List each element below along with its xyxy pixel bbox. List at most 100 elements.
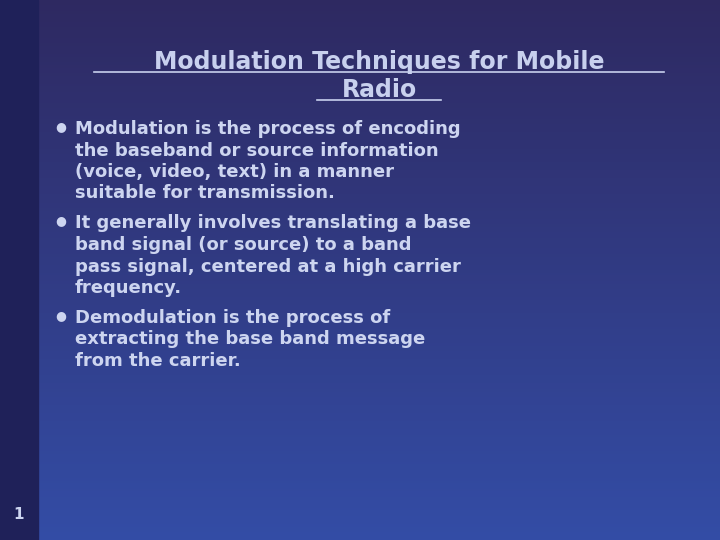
Bar [0,481,720,483]
Bar [0,84,720,86]
Bar [0,305,720,308]
Bar [0,230,720,232]
Bar [0,451,720,454]
Bar [0,400,720,402]
Bar [0,103,720,105]
Bar [0,267,720,270]
Bar [0,197,720,200]
Bar [0,289,720,292]
Bar [0,413,720,416]
Bar [0,49,720,51]
Bar [0,70,720,73]
Bar [0,356,720,359]
Bar [0,184,720,186]
Text: ●: ● [55,214,66,227]
Bar [0,248,720,251]
Bar [0,500,720,502]
Bar [0,321,720,324]
Bar [0,508,720,510]
Bar [0,332,720,335]
Bar [0,340,720,343]
Bar [0,421,720,424]
Bar [0,132,720,135]
Bar [0,219,720,221]
Bar [0,122,720,124]
Bar [0,537,720,540]
Text: ●: ● [55,309,66,322]
Bar [0,297,720,300]
Bar [0,494,720,497]
Bar [0,189,720,192]
Bar [0,0,720,3]
Bar [0,316,720,319]
Bar [0,240,720,243]
Bar [0,43,720,46]
Bar [0,186,720,189]
Bar [0,54,720,57]
Bar [0,510,720,513]
Bar [0,516,720,518]
Bar [0,8,720,11]
Bar [0,367,720,370]
Bar [0,302,720,305]
Bar [0,386,720,389]
Bar [0,159,720,162]
Bar [0,329,720,332]
Bar [0,262,720,265]
Bar [0,256,720,259]
Bar [0,532,720,535]
Bar [0,362,720,364]
Bar [0,491,720,494]
Bar [0,32,720,35]
Bar [0,470,720,472]
Bar [0,259,720,262]
Bar [0,116,720,119]
Bar [0,370,720,373]
Bar [0,464,720,467]
Bar [0,143,720,146]
Bar [0,502,720,505]
Bar [0,111,720,113]
Bar [0,127,720,130]
Bar [0,81,720,84]
Bar [0,181,720,184]
Bar [0,65,720,68]
Bar [0,200,720,202]
Bar [0,0,38,540]
Bar [0,146,720,148]
Bar [0,478,720,481]
Bar [0,394,720,397]
Bar [0,378,720,381]
Bar [0,375,720,378]
Bar [0,119,720,122]
Bar [0,38,720,40]
Bar [0,418,720,421]
Text: Modulation Techniques for Mobile: Modulation Techniques for Mobile [154,50,604,74]
Bar [0,348,720,351]
Bar [0,78,720,81]
Bar [0,46,720,49]
Bar [0,16,720,19]
Bar [0,486,720,489]
Bar [0,535,720,537]
Bar [0,429,720,432]
Bar [0,135,720,138]
Bar [0,319,720,321]
Bar [0,446,720,448]
Bar [0,408,720,410]
Bar [0,278,720,281]
Bar [0,475,720,478]
Bar [0,518,720,521]
Bar [0,14,720,16]
Bar [0,227,720,229]
Bar [0,389,720,392]
Bar [0,68,720,70]
Bar [0,224,720,227]
Bar [0,286,720,289]
Bar [0,397,720,400]
Bar [0,27,720,30]
Bar [0,243,720,246]
Bar [0,448,720,451]
Bar [0,178,720,181]
Bar [0,11,720,14]
